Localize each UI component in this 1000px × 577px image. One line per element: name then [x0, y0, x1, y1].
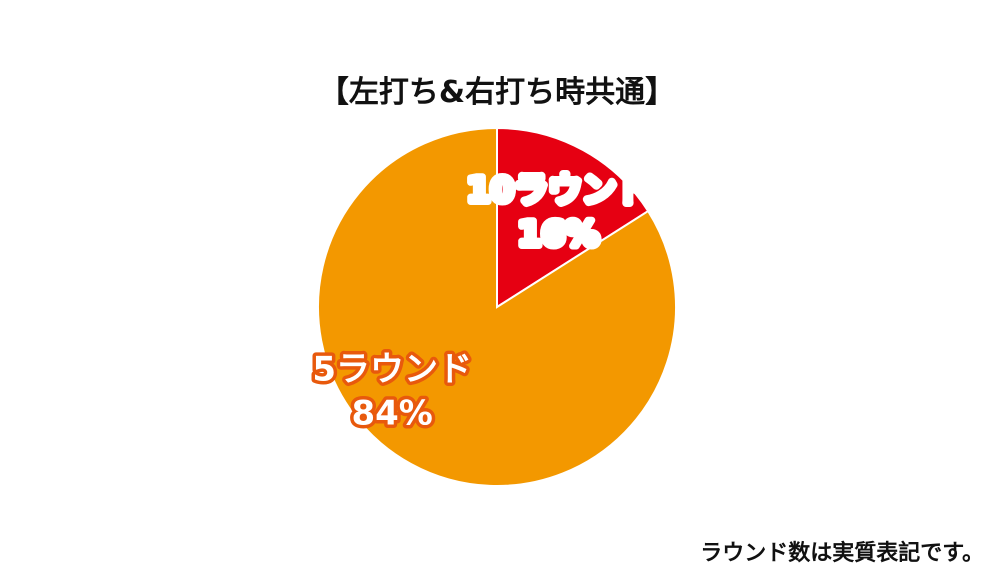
slice-label-1: 10ラウンド [467, 171, 650, 211]
pie-slice-1 [496, 126, 650, 309]
pie-slices [317, 126, 677, 487]
pie-slice-2 [317, 126, 677, 487]
slice-value-1: 16% [518, 215, 599, 255]
slice-label-2: 5ラウンド [312, 350, 472, 390]
chart-title: 【左打ち&右打ち時共通】 [319, 75, 675, 110]
slice-value-2: 84% [351, 394, 432, 434]
footnote: ラウンド数は実質表記です。 [700, 540, 984, 566]
